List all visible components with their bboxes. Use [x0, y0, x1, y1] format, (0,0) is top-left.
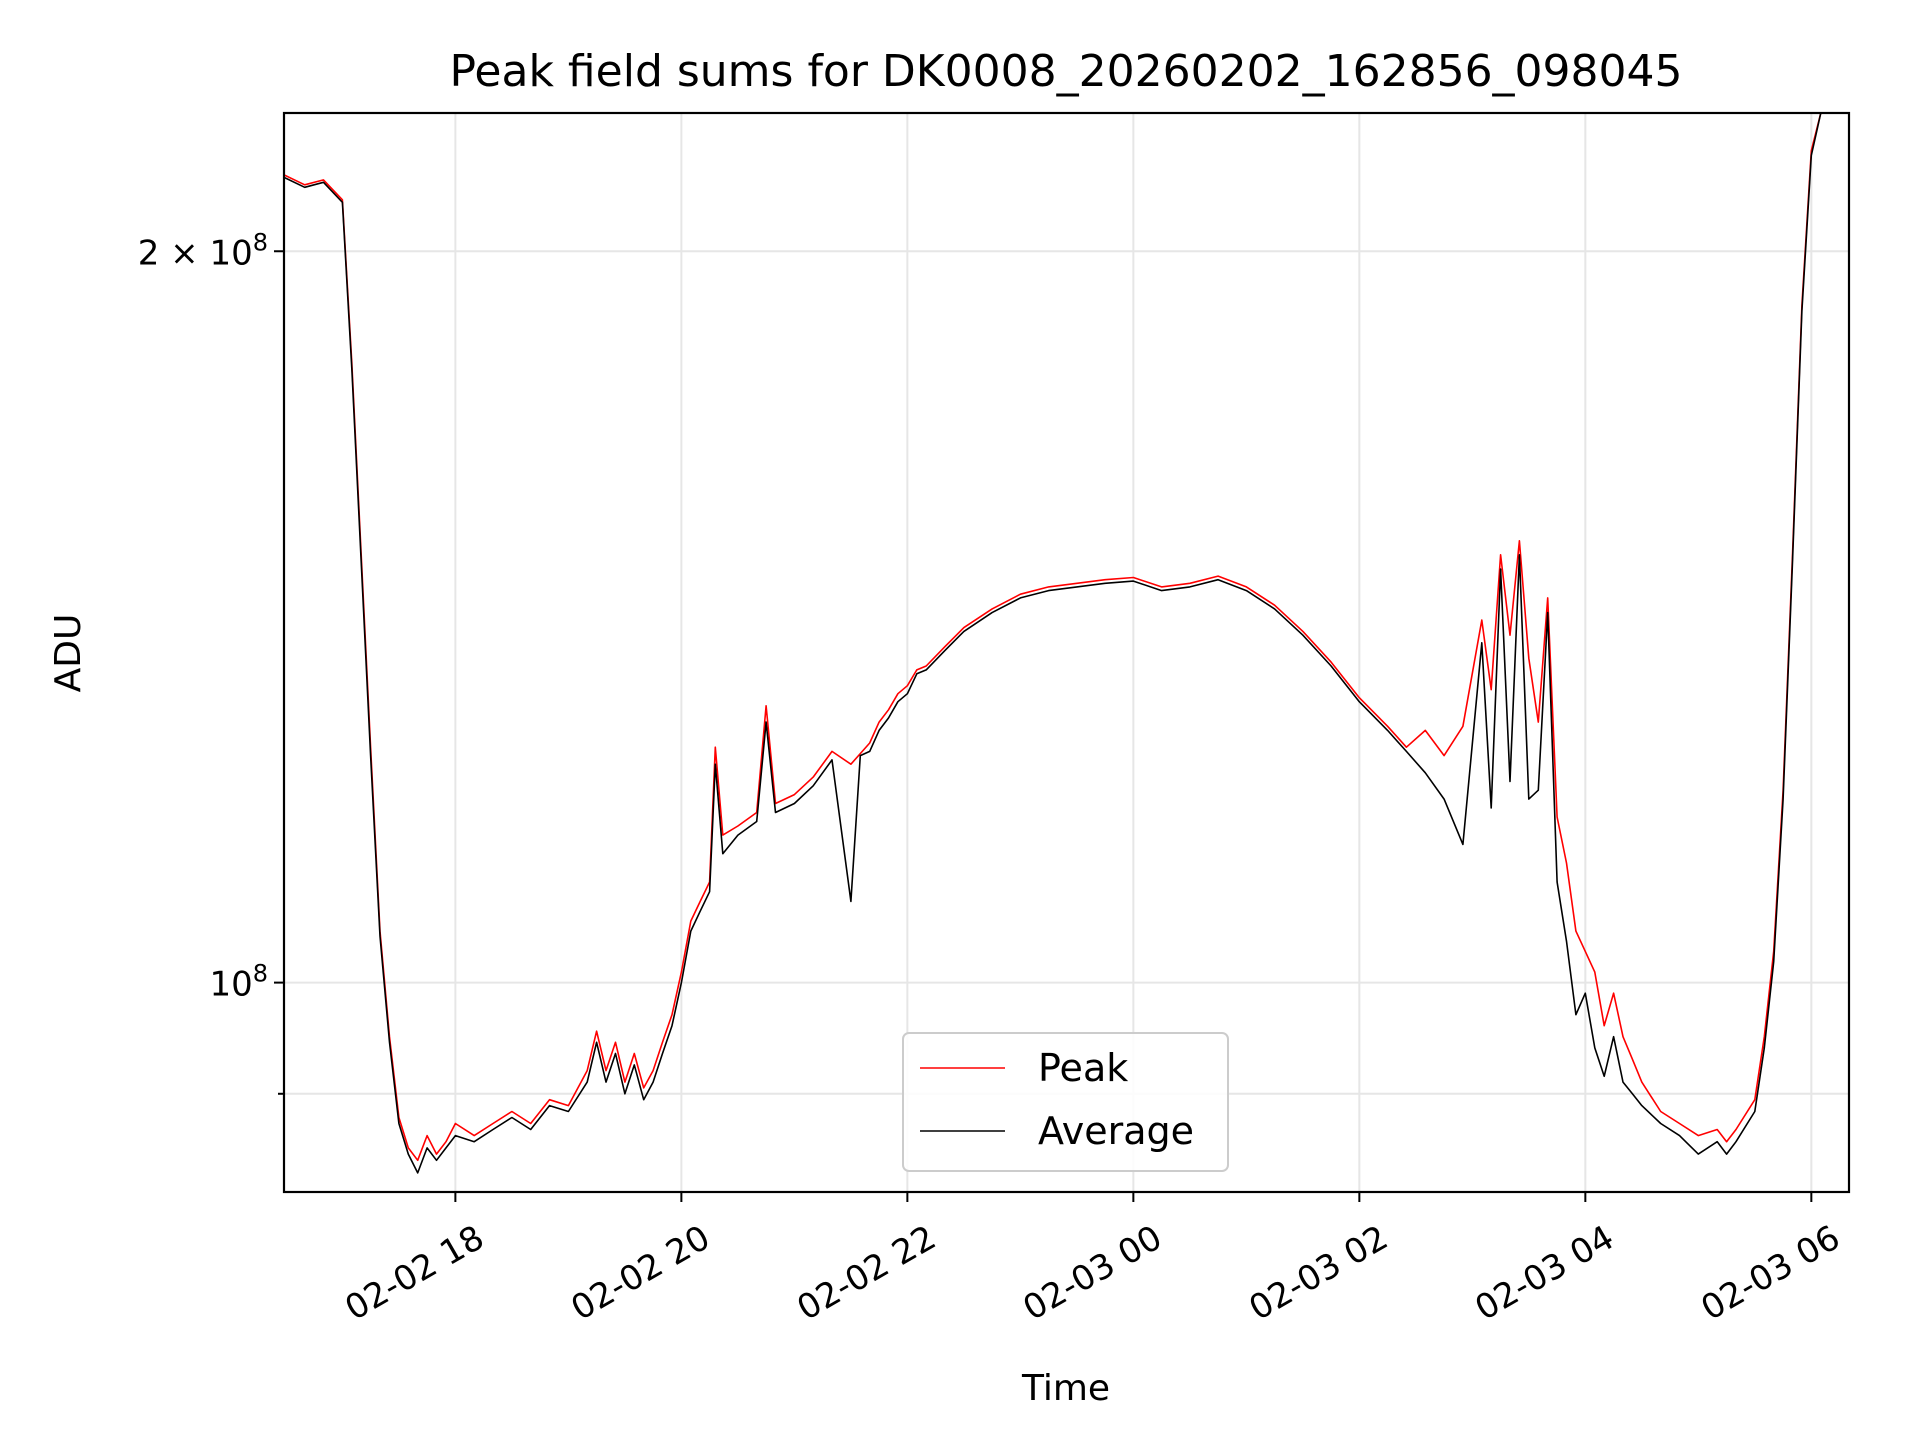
y-axis-label: ADU [48, 614, 89, 693]
plot-frame [282, 111, 1851, 1194]
legend: Peak Average [902, 1032, 1229, 1172]
y-tick-base: 10 [209, 233, 252, 273]
grid-lines [284, 113, 1849, 1192]
chart-title: Peak field sums for DK0008_20260202_1628… [449, 46, 1682, 97]
legend-label-average: Average [1038, 1109, 1194, 1153]
y-tick-label: 108 [209, 960, 268, 1005]
y-tick-label: 2 × 108 [138, 228, 268, 273]
legend-label-peak: Peak [1038, 1046, 1128, 1090]
y-tick-exponent: 8 [253, 960, 268, 988]
series-line-average [284, 113, 1822, 1174]
series-line-peak [284, 113, 1822, 1162]
x-axis-label: Time [1021, 1368, 1110, 1409]
series-layer [284, 113, 1822, 1174]
y-tick-coef: 2 × [138, 233, 210, 273]
y-tick-base: 10 [209, 965, 252, 1005]
y-tick-exponent: 8 [253, 228, 268, 256]
